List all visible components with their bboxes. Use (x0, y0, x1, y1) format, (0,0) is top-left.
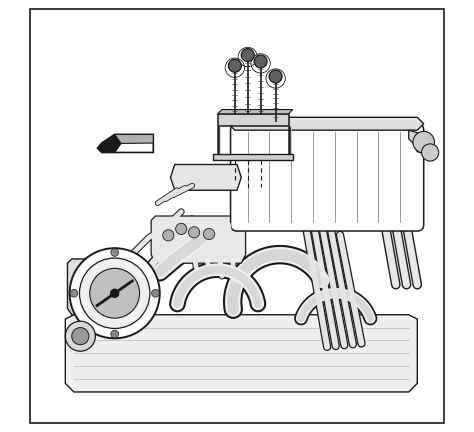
Polygon shape (67, 259, 108, 315)
Circle shape (413, 131, 435, 153)
Circle shape (70, 289, 78, 297)
Polygon shape (409, 130, 435, 156)
Bar (218, 114, 289, 126)
Polygon shape (151, 216, 246, 263)
Circle shape (70, 248, 160, 338)
Circle shape (254, 55, 267, 68)
Polygon shape (115, 134, 153, 143)
Circle shape (80, 258, 150, 328)
Polygon shape (228, 117, 424, 130)
Polygon shape (98, 134, 153, 152)
Circle shape (111, 330, 118, 338)
Circle shape (65, 321, 95, 351)
FancyBboxPatch shape (230, 124, 424, 231)
Polygon shape (171, 165, 241, 190)
Circle shape (203, 229, 215, 240)
Circle shape (228, 59, 241, 72)
Circle shape (189, 227, 200, 238)
Circle shape (163, 230, 174, 241)
Polygon shape (65, 315, 417, 392)
Circle shape (152, 289, 159, 297)
Polygon shape (98, 134, 121, 152)
Circle shape (111, 249, 118, 256)
Circle shape (72, 327, 89, 345)
Bar (213, 154, 293, 160)
Circle shape (269, 70, 282, 83)
Circle shape (90, 268, 139, 318)
Polygon shape (218, 110, 293, 114)
Circle shape (110, 289, 119, 298)
Circle shape (241, 49, 254, 61)
Circle shape (421, 144, 439, 161)
Circle shape (176, 223, 187, 235)
